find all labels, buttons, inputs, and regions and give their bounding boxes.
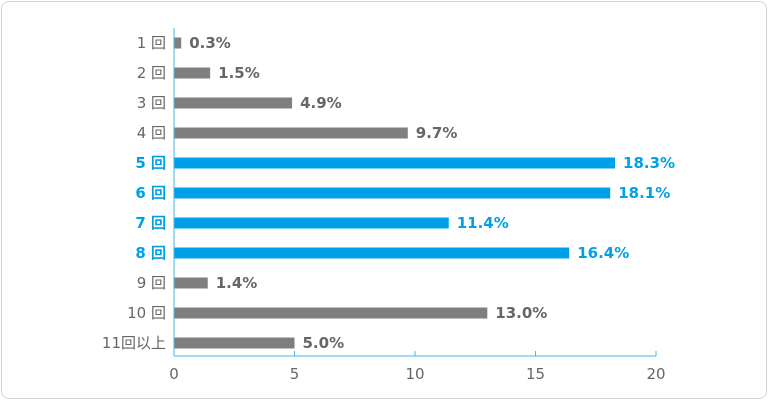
labels: 1 回 0.3% 2 回 1.5% 3 回 4.9% 4 回 9.7% 5 回 18.3% 6 回 1…	[102, 34, 675, 383]
x-tick-label: 20	[646, 365, 665, 383]
axes	[173, 28, 657, 357]
bar-4	[174, 127, 408, 139]
bars	[174, 37, 616, 349]
category-label: 3 回	[137, 94, 166, 112]
category-label: 11回以上	[102, 334, 166, 352]
bar-3	[174, 97, 293, 109]
bar-8	[174, 247, 570, 259]
value-label: 1.4%	[216, 274, 258, 292]
value-label: 18.3%	[623, 154, 675, 172]
x-tick-label: 10	[405, 365, 424, 383]
category-label: 6 回	[135, 184, 166, 202]
category-label: 8 回	[135, 244, 166, 262]
x-tick-label: 0	[169, 365, 179, 383]
bar-1	[174, 37, 182, 49]
category-label: 7 回	[135, 214, 166, 232]
value-label: 16.4%	[577, 244, 629, 262]
category-label: 10 回	[127, 304, 166, 322]
bar-7	[174, 217, 449, 229]
value-label: 0.3%	[189, 34, 231, 52]
category-label: 1 回	[137, 34, 166, 52]
bar-9	[174, 277, 208, 289]
value-label: 11.4%	[457, 214, 509, 232]
bar-5	[174, 157, 616, 169]
value-label: 18.1%	[618, 184, 670, 202]
bar-2	[174, 67, 211, 79]
value-label: 5.0%	[303, 334, 345, 352]
x-tick-label: 5	[290, 365, 300, 383]
category-label: 9 回	[137, 274, 166, 292]
category-label: 5 回	[135, 154, 166, 172]
value-label: 1.5%	[218, 64, 260, 82]
category-label: 2 回	[137, 64, 166, 82]
x-tick-label: 15	[526, 365, 545, 383]
bar-10	[174, 307, 488, 319]
bar-11	[174, 337, 295, 349]
value-label: 13.0%	[495, 304, 547, 322]
category-label: 4 回	[137, 124, 166, 142]
value-label: 4.9%	[300, 94, 342, 112]
bar-6	[174, 187, 611, 199]
value-label: 9.7%	[416, 124, 458, 142]
